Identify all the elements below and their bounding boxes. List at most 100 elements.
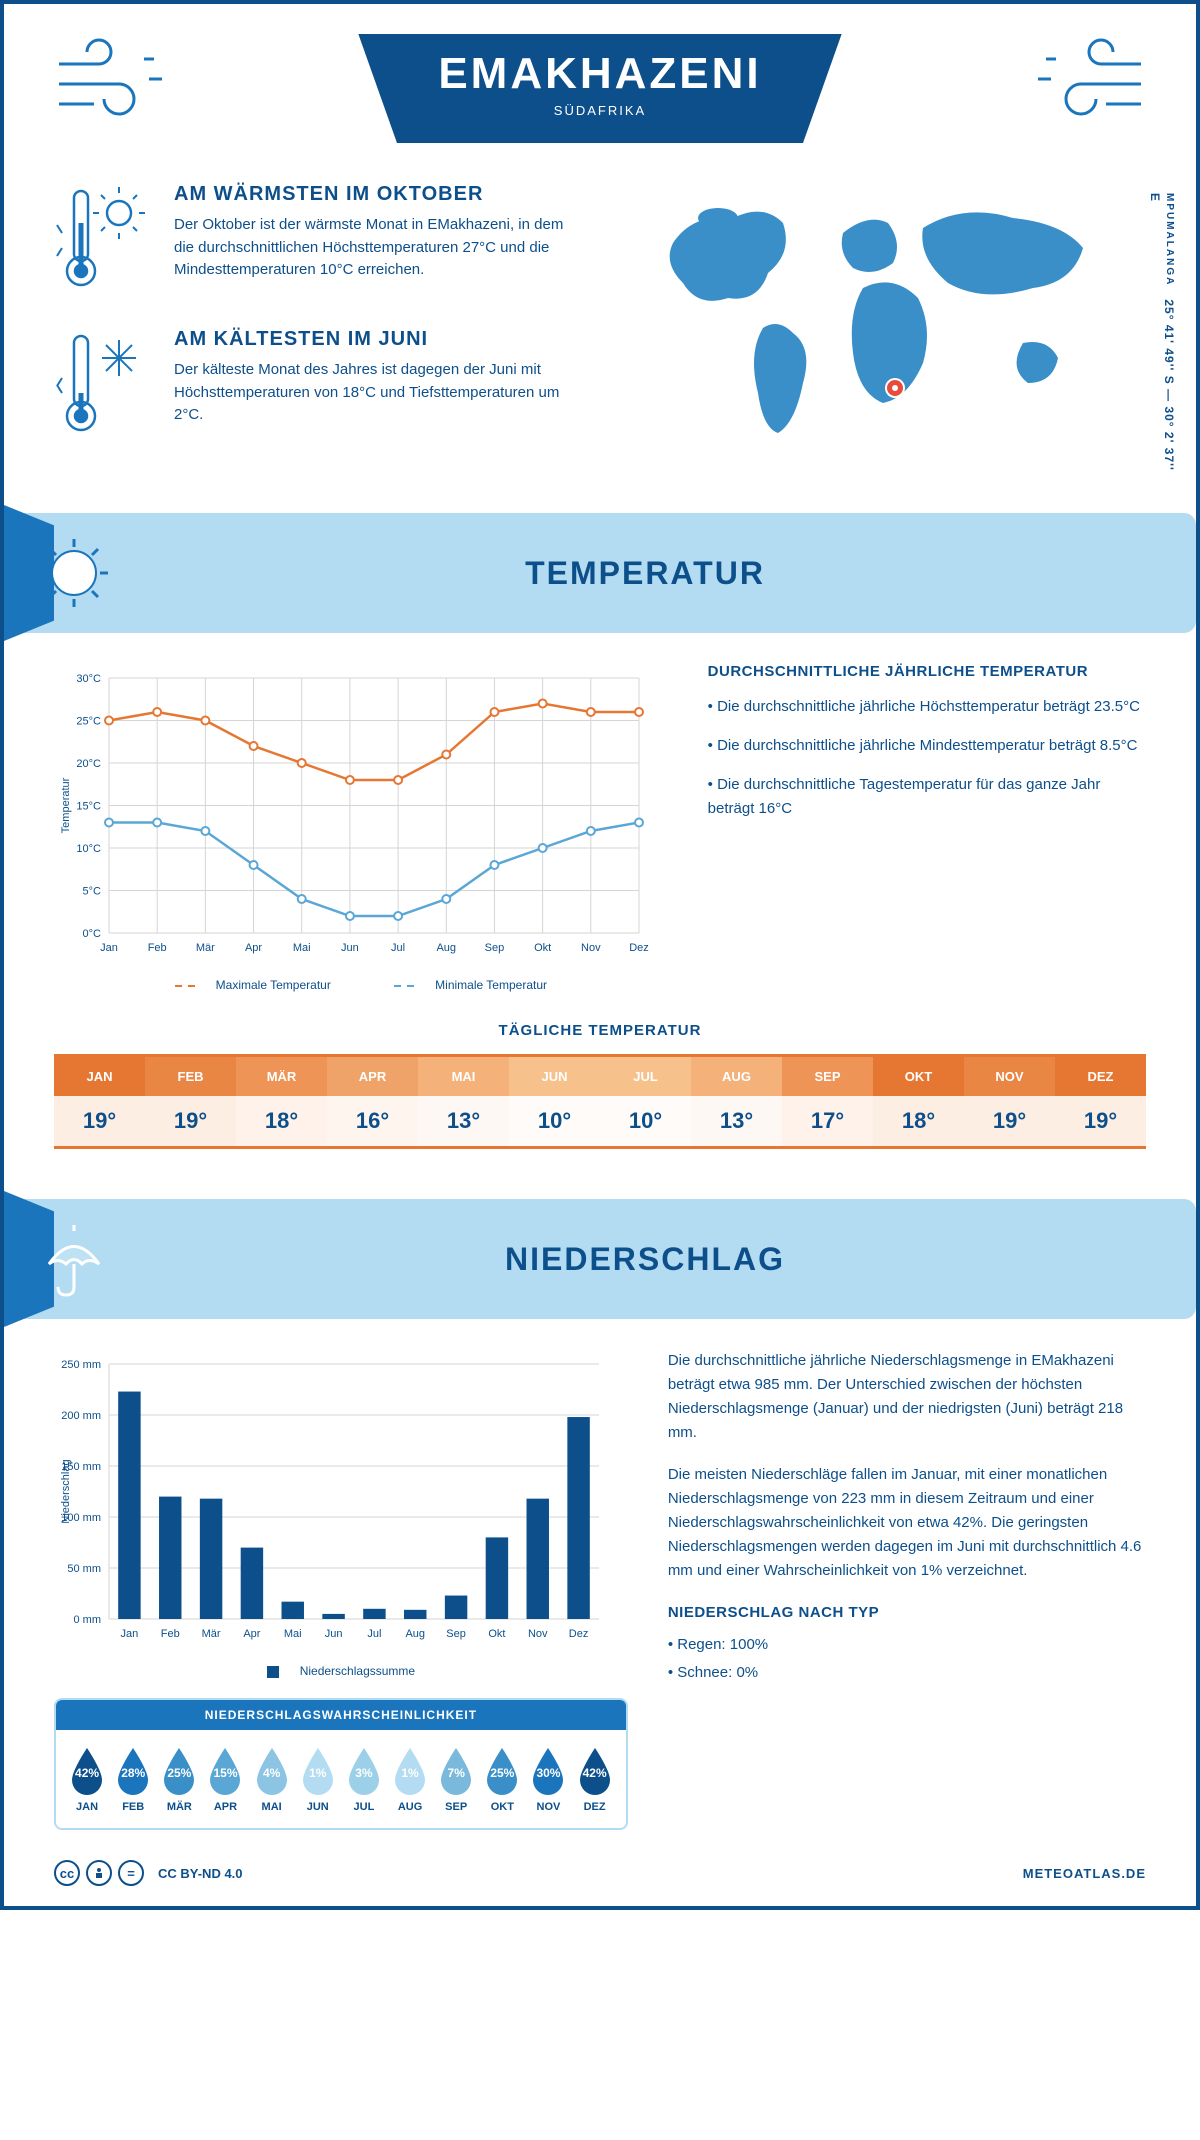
daily-month-header: APR — [327, 1057, 418, 1096]
temp-bullet: • Die durchschnittliche Tagestemperatur … — [708, 773, 1146, 821]
temperature-line-chart: 0°C5°C10°C15°C20°C25°C30°CJanFebMärAprMa… — [54, 663, 654, 963]
daily-month-header: OKT — [873, 1057, 964, 1096]
prob-drop: 1%AUG — [390, 1745, 430, 1813]
daily-month-header: JAN — [54, 1057, 145, 1096]
svg-text:0 mm: 0 mm — [74, 1614, 102, 1626]
cc-icon: cc — [54, 1860, 80, 1886]
section-precipitation: NIEDERSCHLAG — [4, 1199, 1196, 1319]
daily-temp-value: 13° — [418, 1096, 509, 1146]
daily-month-header: MAI — [418, 1057, 509, 1096]
daily-temp-value: 13° — [691, 1096, 782, 1146]
daily-temp-value: 19° — [54, 1096, 145, 1146]
svg-text:Mai: Mai — [284, 1628, 302, 1640]
thermometer-sun-icon — [54, 183, 154, 293]
sun-icon — [34, 533, 114, 613]
svg-text:Jul: Jul — [391, 942, 405, 954]
temp-bullet: • Die durchschnittliche jährliche Mindes… — [708, 734, 1146, 758]
fact-warm-title: AM WÄRMSTEN IM OKTOBER — [174, 183, 580, 206]
precipitation-bar-chart: 0 mm50 mm100 mm150 mm200 mm250 mmJanFebM… — [54, 1349, 614, 1649]
svg-text:Jun: Jun — [325, 1628, 343, 1640]
daily-temp-value: 18° — [873, 1096, 964, 1146]
prob-drop: 42%JAN — [67, 1745, 107, 1813]
daily-month-header: JUN — [509, 1057, 600, 1096]
svg-text:Sep: Sep — [446, 1628, 466, 1640]
temp-legend: Maximale Temperatur Minimale Temperatur — [54, 978, 668, 992]
daily-month-header: JUL — [600, 1057, 691, 1096]
svg-text:Mär: Mär — [202, 1628, 221, 1640]
svg-text:Jan: Jan — [100, 942, 118, 954]
svg-text:Jan: Jan — [121, 1628, 139, 1640]
daily-temp-value: 10° — [600, 1096, 691, 1146]
svg-text:Feb: Feb — [148, 942, 167, 954]
svg-text:250 mm: 250 mm — [61, 1359, 101, 1371]
fact-cold-title: AM KÄLTESTEN IM JUNI — [174, 328, 580, 351]
daily-temp-value: 19° — [145, 1096, 236, 1146]
page-subtitle: SÜDAFRIKA — [438, 103, 761, 118]
prob-drop: 7%SEP — [436, 1745, 476, 1813]
svg-text:Aug: Aug — [436, 942, 456, 954]
daily-month-header: NOV — [964, 1057, 1055, 1096]
page-title: EMAKHAZENI — [438, 49, 761, 99]
cc-nd-icon: = — [118, 1860, 144, 1886]
precip-type-bullet: • Regen: 100% — [668, 1633, 1146, 1657]
daily-temp-value: 19° — [964, 1096, 1055, 1146]
daily-month-header: AUG — [691, 1057, 782, 1096]
thermometer-snow-icon — [54, 328, 154, 438]
svg-text:Dez: Dez — [629, 942, 649, 954]
prob-drop: 1%JUN — [298, 1745, 338, 1813]
precip-legend: Niederschlagssumme — [54, 1664, 628, 1678]
svg-text:Sep: Sep — [485, 942, 505, 954]
prob-drop: 42%DEZ — [575, 1745, 615, 1813]
fact-warmest: AM WÄRMSTEN IM OKTOBER Der Oktober ist d… — [54, 183, 580, 298]
fact-cold-text: Der kälteste Monat des Jahres ist dagege… — [174, 359, 580, 427]
svg-text:Feb: Feb — [161, 1628, 180, 1640]
daily-temp-value: 10° — [509, 1096, 600, 1146]
daily-temp-value: 18° — [236, 1096, 327, 1146]
prob-drop: 3%JUL — [344, 1745, 384, 1813]
coordinates: MPUMALANGA 25° 41' 49'' S — 30° 2' 37'' … — [1148, 193, 1176, 473]
daily-temp-value: 16° — [327, 1096, 418, 1146]
svg-text:Nov: Nov — [581, 942, 601, 954]
daily-month-header: DEZ — [1055, 1057, 1146, 1096]
svg-text:30°C: 30°C — [76, 673, 101, 685]
daily-month-header: SEP — [782, 1057, 873, 1096]
svg-text:Mär: Mär — [196, 942, 215, 954]
svg-text:15°C: 15°C — [76, 801, 101, 813]
svg-text:0°C: 0°C — [83, 928, 102, 940]
precip-para: Die durchschnittliche jährliche Niedersc… — [668, 1349, 1146, 1445]
svg-text:10°C: 10°C — [76, 843, 101, 855]
daily-temp-value: 17° — [782, 1096, 873, 1146]
svg-text:5°C: 5°C — [83, 886, 102, 898]
svg-text:50 mm: 50 mm — [67, 1563, 101, 1575]
svg-text:Temperatur: Temperatur — [60, 777, 72, 833]
svg-text:Apr: Apr — [245, 942, 262, 954]
daily-temp-title: TÄGLICHE TEMPERATUR — [54, 1022, 1146, 1039]
world-map — [620, 183, 1146, 443]
daily-month-header: MÄR — [236, 1057, 327, 1096]
temp-bullet: • Die durchschnittliche jährliche Höchst… — [708, 695, 1146, 719]
page-footer: cc = CC BY-ND 4.0 METEOATLAS.DE — [54, 1860, 1146, 1886]
precip-type-bullet: • Schnee: 0% — [668, 1661, 1146, 1685]
wind-icon — [1026, 34, 1146, 124]
svg-text:Aug: Aug — [405, 1628, 425, 1640]
prob-drop: 25%OKT — [482, 1745, 522, 1813]
svg-text:Nov: Nov — [528, 1628, 548, 1640]
svg-text:Dez: Dez — [569, 1628, 589, 1640]
precip-type-heading: NIEDERSCHLAG NACH TYP — [668, 1601, 1146, 1625]
daily-temp-table: JANFEBMÄRAPRMAIJUNJULAUGSEPOKTNOVDEZ19°1… — [54, 1054, 1146, 1149]
daily-temp-value: 19° — [1055, 1096, 1146, 1146]
cc-by-icon — [86, 1860, 112, 1886]
svg-text:Jun: Jun — [341, 942, 359, 954]
temp-avg-heading: DURCHSCHNITTLICHE JÄHRLICHE TEMPERATUR — [708, 663, 1146, 680]
prob-drop: 4%MAI — [252, 1745, 292, 1813]
svg-text:Okt: Okt — [488, 1628, 505, 1640]
prob-drop: 25%MÄR — [159, 1745, 199, 1813]
fact-warm-text: Der Oktober ist der wärmste Monat in EMa… — [174, 214, 580, 282]
svg-text:200 mm: 200 mm — [61, 1410, 101, 1422]
precip-probability-box: NIEDERSCHLAGSWAHRSCHEINLICHKEIT 42%JAN28… — [54, 1698, 628, 1830]
svg-text:Mai: Mai — [293, 942, 311, 954]
svg-text:Okt: Okt — [534, 942, 551, 954]
fact-coldest: AM KÄLTESTEN IM JUNI Der kälteste Monat … — [54, 328, 580, 443]
prob-drop: 28%FEB — [113, 1745, 153, 1813]
svg-text:25°C: 25°C — [76, 716, 101, 728]
